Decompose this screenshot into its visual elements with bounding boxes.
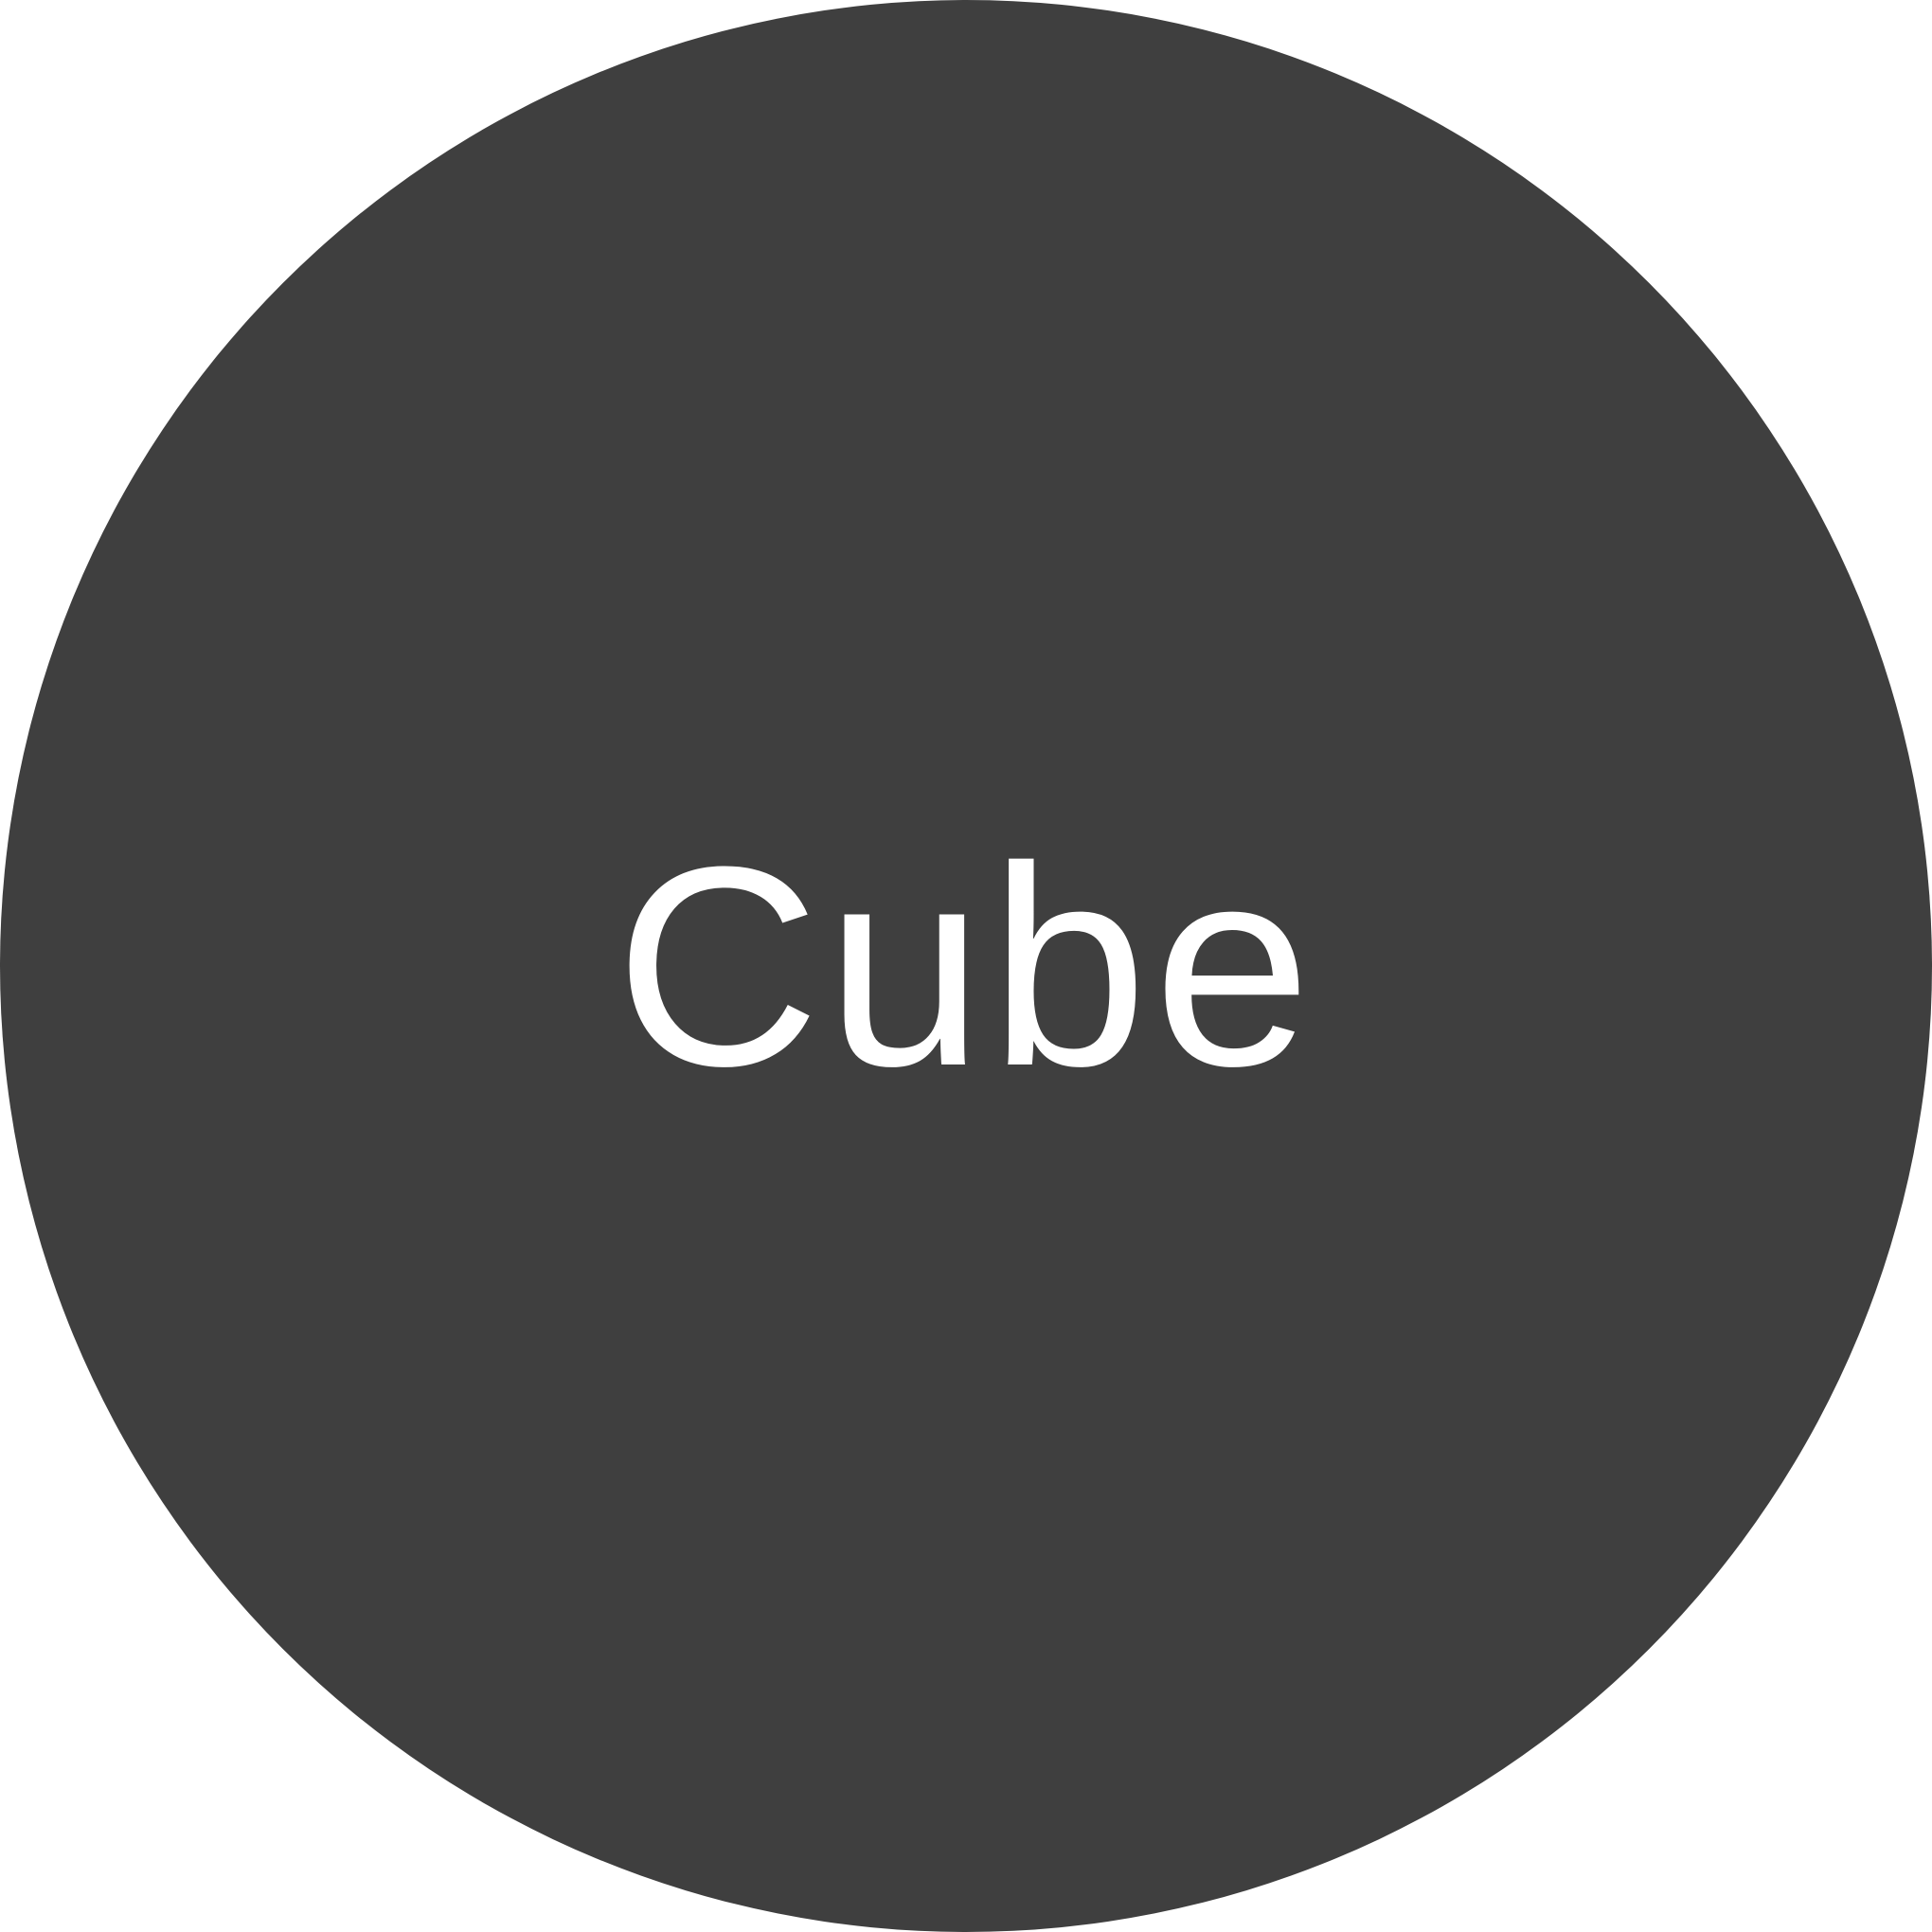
badge-label: Cube <box>615 807 1317 1125</box>
